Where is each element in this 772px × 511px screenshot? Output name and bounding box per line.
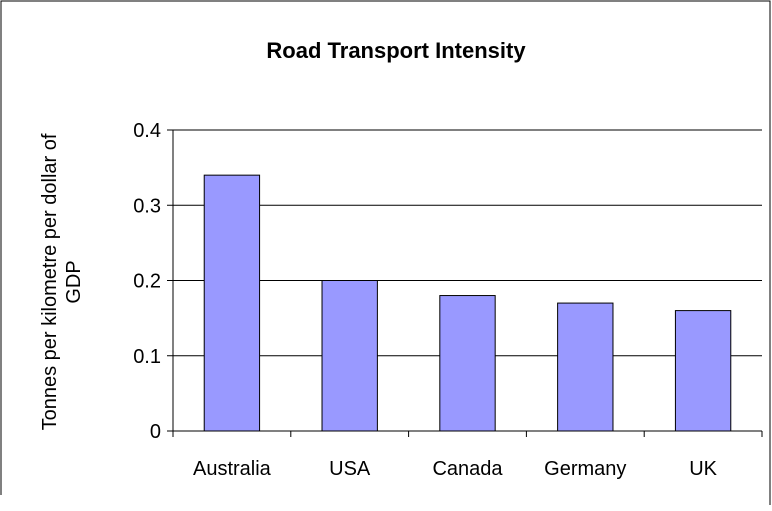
axes — [167, 129, 763, 437]
x-tick-label: Canada — [432, 458, 503, 480]
x-tick-label: UK — [689, 458, 717, 480]
x-tick-label: Australia — [193, 458, 272, 480]
x-tick-labels: Australia USA Canada Germany UK — [193, 458, 718, 480]
bar-uk — [674, 310, 732, 432]
y-tick-labels: 0 0.1 0.2 0.3 0.4 — [133, 120, 161, 443]
bar-australia — [203, 174, 261, 432]
bars — [203, 174, 732, 432]
y-tick-label: 0.3 — [133, 195, 161, 217]
y-axis-label-line-2: GDP — [63, 260, 85, 303]
x-tick-label: USA — [329, 458, 371, 480]
bar-usa — [321, 280, 378, 432]
bar-germany — [557, 302, 614, 432]
y-tick-label: 0.1 — [133, 346, 161, 368]
bar-canada — [439, 295, 496, 432]
y-tick-label: 0.4 — [133, 120, 161, 142]
y-axis-label-line-1: Tonnes per kilometre per dollar of — [39, 133, 61, 430]
x-tick-label: Germany — [544, 458, 626, 480]
y-tick-label: 0.2 — [133, 271, 161, 293]
y-tick-label: 0 — [150, 421, 161, 443]
chart-title: Road Transport Intensity — [266, 38, 526, 63]
